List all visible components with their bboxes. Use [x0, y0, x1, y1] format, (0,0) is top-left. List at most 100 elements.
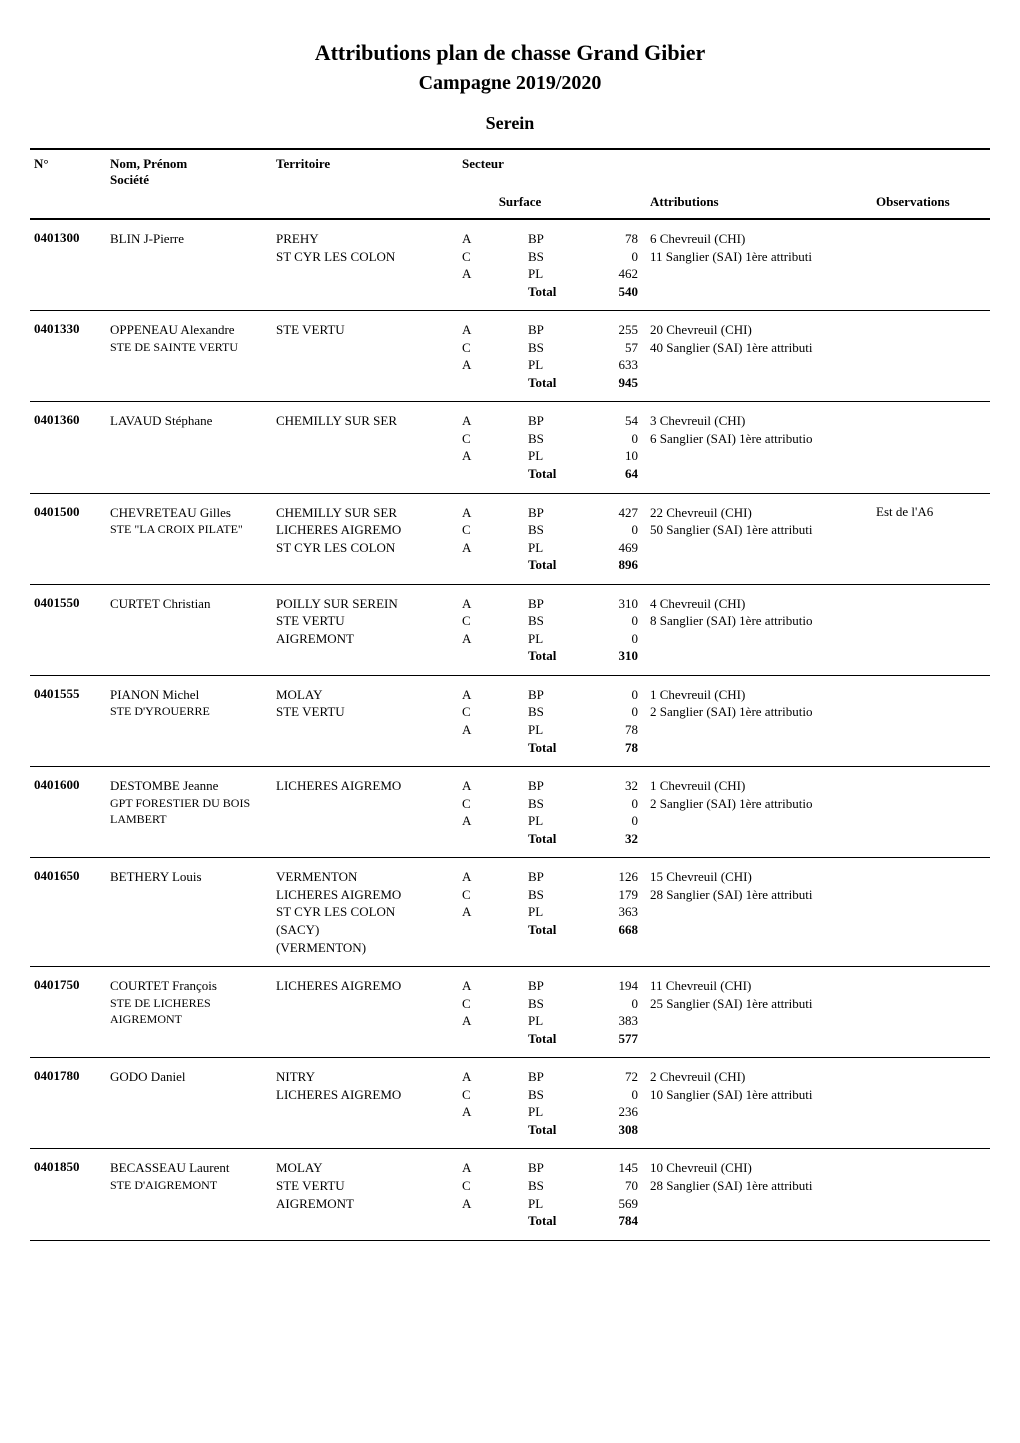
surface-label: BS — [528, 995, 578, 1013]
secteur-line: C — [462, 1086, 522, 1104]
surface-value: 78 — [584, 721, 638, 739]
entry-num: 0401330 — [34, 321, 104, 337]
secteur-line: A — [462, 977, 522, 995]
entry-surface-values: 14570569784 — [584, 1159, 644, 1229]
col-nom: Nom, Prénom Société — [110, 156, 270, 188]
surface-value: 145 — [584, 1159, 638, 1177]
entry-attributions: 3 Chevreuil (CHI)6 Sanglier (SAI) 1ère a… — [650, 412, 870, 447]
entry-secteur: ACA — [462, 504, 522, 557]
territoire-line: NITRY — [276, 1068, 456, 1086]
attribution-line: 2 Chevreuil (CHI) — [650, 1068, 870, 1086]
entry-secteur: ACA — [462, 412, 522, 465]
surface-value: 363 — [584, 903, 638, 921]
surface-value: 179 — [584, 886, 638, 904]
entry-territoire: PREHYST CYR LES COLON — [276, 230, 456, 265]
secteur-line: C — [462, 1177, 522, 1195]
entry-secteur: ACA — [462, 595, 522, 648]
surface-label: BS — [528, 795, 578, 813]
surface-value: 32 — [584, 777, 638, 795]
surface-value: 308 — [584, 1121, 638, 1139]
secteur-line: C — [462, 430, 522, 448]
surface-label: PL — [528, 721, 578, 739]
surface-value: 784 — [584, 1212, 638, 1230]
surface-value: 0 — [584, 1086, 638, 1104]
entry-nom: BETHERY Louis — [110, 868, 270, 886]
entry-societe: STE "LA CROIX PILATE" — [110, 521, 270, 537]
surface-label: BS — [528, 886, 578, 904]
surface-label: BP — [528, 1159, 578, 1177]
territoire-line: LICHERES AIGREMO — [276, 1086, 456, 1104]
entry-attributions: 15 Chevreuil (CHI)28 Sanglier (SAI) 1ère… — [650, 868, 870, 903]
secteur-line: A — [462, 686, 522, 704]
table-row: 0401780GODO DanielNITRYLICHERES AIGREMOA… — [30, 1058, 990, 1149]
attribution-line: 11 Sanglier (SAI) 1ère attributi — [650, 248, 870, 266]
secteur-line: C — [462, 703, 522, 721]
entry-surface-values: 720236308 — [584, 1068, 644, 1138]
surface-value: 896 — [584, 556, 638, 574]
surface-value: 427 — [584, 504, 638, 522]
col-surface: Surface — [462, 194, 578, 210]
surface-value: 70 — [584, 1177, 638, 1195]
entry-observations: Est de l'A6 — [876, 504, 996, 520]
entry-surface-labels: BPBSPLTotal — [528, 504, 578, 574]
table-row: 0401550CURTET ChristianPOILLY SUR SEREIN… — [30, 585, 990, 676]
entry-attributions: 2 Chevreuil (CHI)10 Sanglier (SAI) 1ère … — [650, 1068, 870, 1103]
entry-nom: PIANON MichelSTE D'YROUERRE — [110, 686, 270, 720]
attribution-line: 10 Sanglier (SAI) 1ère attributi — [650, 1086, 870, 1104]
surface-label: BS — [528, 612, 578, 630]
entry-surface-labels: BPBSPLTotal — [528, 321, 578, 391]
surface-label: PL — [528, 630, 578, 648]
surface-value: 57 — [584, 339, 638, 357]
entry-secteur: ACA — [462, 977, 522, 1030]
surface-value: 0 — [584, 703, 638, 721]
entry-nom-main: BLIN J-Pierre — [110, 230, 270, 248]
territoire-line: PREHY — [276, 230, 456, 248]
territoire-line: (SACY) — [276, 921, 456, 939]
entry-surface-values: 5401064 — [584, 412, 644, 482]
surface-value: 540 — [584, 283, 638, 301]
col-num: N° — [34, 156, 104, 172]
surface-label: BP — [528, 321, 578, 339]
surface-value: 10 — [584, 447, 638, 465]
surface-label: BP — [528, 777, 578, 795]
territoire-line: LICHERES AIGREMO — [276, 886, 456, 904]
entry-surface-values: 780462540 — [584, 230, 644, 300]
entry-nom: COURTET FrançoisSTE DE LICHERES AIGREMON… — [110, 977, 270, 1027]
table-row: 0401750 COURTET FrançoisSTE DE LICHERES A… — [30, 967, 990, 1058]
surface-value: 945 — [584, 374, 638, 392]
entry-attributions: 1 Chevreuil (CHI)2 Sanglier (SAI) 1ère a… — [650, 686, 870, 721]
secteur-line: A — [462, 356, 522, 374]
entry-nom: CHEVRETEAU GillesSTE "LA CROIX PILATE" — [110, 504, 270, 538]
col-attributions: Attributions — [650, 194, 870, 210]
territoire-line: (VERMENTON) — [276, 939, 456, 957]
secteur-line: A — [462, 230, 522, 248]
secteur-line: A — [462, 1195, 522, 1213]
surface-label: Total — [528, 1212, 578, 1230]
surface-label: PL — [528, 812, 578, 830]
surface-value: 0 — [584, 612, 638, 630]
surface-value: 0 — [584, 430, 638, 448]
table-row: 0401850BECASSEAU LaurentSTE D'AIGREMONTM… — [30, 1149, 990, 1240]
entry-surface-values: 007878 — [584, 686, 644, 756]
table-header: N° Nom, Prénom Société Territoire Secteu… — [30, 148, 990, 220]
entry-territoire: VERMENTONLICHERES AIGREMOST CYR LES COLO… — [276, 868, 456, 956]
secteur-line: C — [462, 886, 522, 904]
entry-secteur: ACA — [462, 321, 522, 374]
entry-secteur: ACA — [462, 868, 522, 921]
surface-label: BS — [528, 248, 578, 266]
entry-num: 0401750 — [34, 977, 104, 993]
entry-attributions: 10 Chevreuil (CHI)28 Sanglier (SAI) 1ère… — [650, 1159, 870, 1194]
surface-label: BS — [528, 1086, 578, 1104]
col-observations: Observations — [876, 194, 996, 210]
territoire-line: STE VERTU — [276, 612, 456, 630]
territoire-line: STE VERTU — [276, 321, 456, 339]
surface-label: BS — [528, 430, 578, 448]
entry-attributions: 11 Chevreuil (CHI)25 Sanglier (SAI) 1ère… — [650, 977, 870, 1012]
surface-value: 236 — [584, 1103, 638, 1121]
surface-label: BS — [528, 1177, 578, 1195]
surface-label: Total — [528, 1030, 578, 1048]
secteur-line: A — [462, 868, 522, 886]
territoire-line: AIGREMONT — [276, 1195, 456, 1213]
entry-territoire: MOLAYSTE VERTU — [276, 686, 456, 721]
entry-nom: OPPENEAU AlexandreSTE DE SAINTE VERTU — [110, 321, 270, 355]
